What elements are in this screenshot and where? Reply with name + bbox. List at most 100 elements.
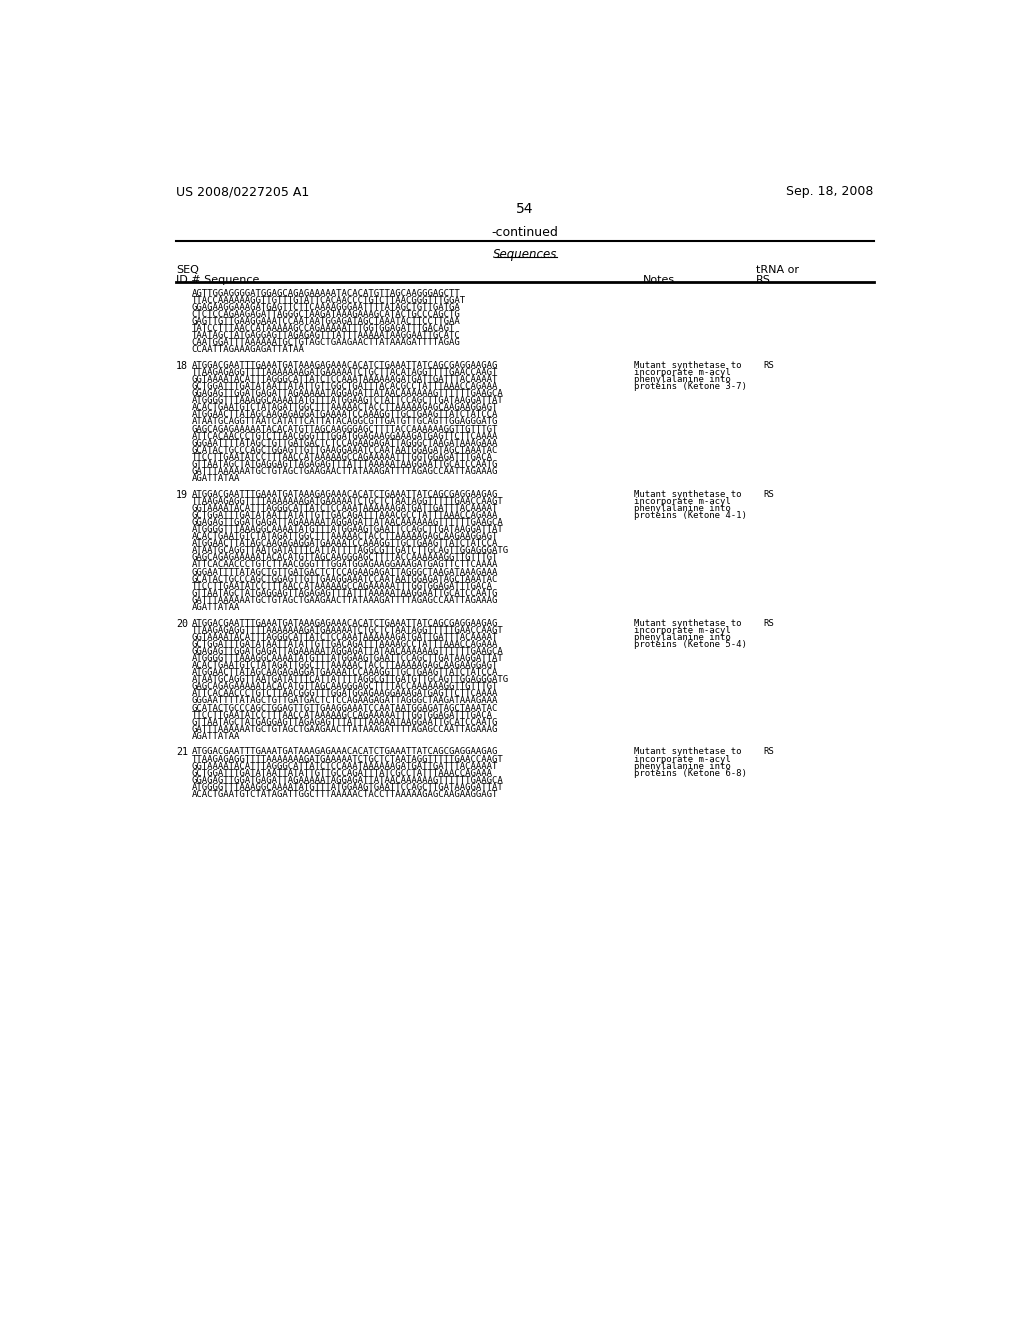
Text: GAGCAGAGAAAAATACACATGTTAGCAAGGGAGCTTTTACCAAAAAAGGTTGTTTGT: GAGCAGAGAAAAATACACATGTTAGCAAGGGAGCTTTTAC…: [191, 682, 498, 692]
Text: 18: 18: [176, 360, 188, 371]
Text: ATAATGCAGGTTAATGATATTTCATTATTTTAGGCGTTGATGTTGCAGTTGGAGGGATG: ATAATGCAGGTTAATGATATTTCATTATTTTAGGCGTTGA…: [191, 676, 509, 684]
Text: TATCCTTTAACCATAAAAAGCCAGAAAAATTTGGTGGAGATTTGACAGT: TATCCTTTAACCATAAAAAGCCAGAAAAATTTGGTGGAGA…: [191, 323, 455, 333]
Text: proteins (Ketone 5-4): proteins (Ketone 5-4): [634, 640, 746, 649]
Text: 20: 20: [176, 619, 188, 628]
Text: ATGGGGTTTAAAGGCAAAATATGTTTATGGAAGTGAATTCCAGCTTGATAAGGATTAT: ATGGGGTTTAAAGGCAAAATATGTTTATGGAAGTGAATTC…: [191, 525, 504, 535]
Text: CTCTCCAGAAGAGATTAGGGCTAAGATAAAGAAAGCATACTGCCCAGCTG: CTCTCCAGAAGAGATTAGGGCTAAGATAAAGAAAGCATAC…: [191, 310, 461, 319]
Text: GGTAAAATACATTTAGGGCATTATCTCCAAATAAAAAAGATGATTGATTTACAAAAT: GGTAAAATACATTTAGGGCATTATCTCCAAATAAAAAAGA…: [191, 632, 498, 642]
Text: GGGAATTTTATAGCTGTTGATGACTCTCCAGAAGAGATTAGGGCTAAGATAAAGAAA: GGGAATTTTATAGCTGTTGATGACTCTCCAGAAGAGATTA…: [191, 568, 498, 577]
Text: GCATACTGCCCAGCTGGAGTTGTTGAAGGAAATCCAATAATGGAGATAGCTAAATAC: GCATACTGCCCAGCTGGAGTTGTTGAAGGAAATCCAATAA…: [191, 574, 498, 583]
Text: RS: RS: [764, 490, 774, 499]
Text: ATGGAACTTATAGCAAGAGAGGATGAAAATCCAAAGGTTGCTGAAGTTATCTATCCA: ATGGAACTTATAGCAAGAGAGGATGAAAATCCAAAGGTTG…: [191, 411, 498, 420]
Text: GCTGGATTTGATATAATTATATTGTTGACAGATTTAAACGCCTATTTAAACCAGAAA: GCTGGATTTGATATAATTATATTGTTGACAGATTTAAACG…: [191, 511, 498, 520]
Text: tRNA or: tRNA or: [756, 265, 799, 276]
Text: GGTAAAATACATTTAGGGCATTATCTCCAAATAAAAAAGATGATTGATTTACAAAAT: GGTAAAATACATTTAGGGCATTATCTCCAAATAAAAAAGA…: [191, 375, 498, 384]
Text: GGAGAGTTGGATGAGATTAGAAAAATAGGAGATTATAACAAAAAAGTTTTTTGAAGCA: GGAGAGTTGGATGAGATTAGAAAAATAGGAGATTATAACA…: [191, 517, 504, 527]
Text: Mutant synthetase to: Mutant synthetase to: [634, 490, 741, 499]
Text: Sequences: Sequences: [493, 248, 557, 261]
Text: incorporate m-acyl: incorporate m-acyl: [634, 755, 731, 763]
Text: GAGCAGAGAAAAATACACATGTTAGCAAGGGAGCTTTTACCAAAAAAGGTTGTTTGT: GAGCAGAGAAAAATACACATGTTAGCAAGGGAGCTTTTAC…: [191, 425, 498, 433]
Text: GATTTAAAAAATGCTGTAGCTGAAGAACTTATAAAGATTTTAGAGCCAATTAGAAAG: GATTTAAAAAATGCTGTAGCTGAAGAACTTATAAAGATTT…: [191, 725, 498, 734]
Text: Mutant synthetase to: Mutant synthetase to: [634, 747, 741, 756]
Text: GCTGGATTTGATATAATTATATTGTTGACAGATTTAAAAGCCTATTTAAACCAGAAA: GCTGGATTTGATATAATTATATTGTTGACAGATTTAAAAG…: [191, 640, 498, 649]
Text: TTCCTTGAATATCCTTTAACCATAAAAAGCCAGAAAAATTTGGTGGAGATTTGACA: TTCCTTGAATATCCTTTAACCATAAAAAGCCAGAAAAATT…: [191, 582, 493, 591]
Text: AGATTATAA: AGATTATAA: [191, 731, 240, 741]
Text: TTAAGAGAGGTTTTAAAAAAAGATGAAAAATCTGCTCTAATAGGTTTTTGAACCAAGT: TTAAGAGAGGTTTTAAAAAAAGATGAAAAATCTGCTCTAA…: [191, 626, 504, 635]
Text: GGAGAGTTGGATGAGATTAGAAAAATAGGAGATTATAACAAAAAAGTTTTTTGAAGCA: GGAGAGTTGGATGAGATTAGAAAAATAGGAGATTATAACA…: [191, 389, 504, 399]
Text: GGAGAGTTGGATGAGATTAGAAAAATAGGAGATTATAACAAAAAAGTTTTTTGAAGCA: GGAGAGTTGGATGAGATTAGAAAAATAGGAGATTATAACA…: [191, 647, 504, 656]
Text: TTAAGAGAGGTTTTAAAAAAAGATGAAAAATCTGCTCTAATAGGTTTTTGAACCAAGT: TTAAGAGAGGTTTTAAAAAAAGATGAAAAATCTGCTCTAA…: [191, 496, 504, 506]
Text: ACACTGAATGTCTATAGATTGGCTTTAAAAACTACCTTAAAAAGAGCAAGAAGGAGT: ACACTGAATGTCTATAGATTGGCTTTAAAAACTACCTTAA…: [191, 661, 498, 671]
Text: CCAATTAGAAAGAGATTATAA: CCAATTAGAAAGAGATTATAA: [191, 346, 304, 354]
Text: Sep. 18, 2008: Sep. 18, 2008: [786, 185, 873, 198]
Text: ATGGGGTTTAAAGGCAAAATATGTTTATGGAAGTGAATTCCAGCTTGATAAGGATTAT: ATGGGGTTTAAAGGCAAAATATGTTTATGGAAGTGAATTC…: [191, 783, 504, 792]
Text: -continued: -continued: [492, 226, 558, 239]
Text: AGATTATAA: AGATTATAA: [191, 474, 240, 483]
Text: ACACTGAATGTCTATAGATTGGCTTTAAAAACTACCTTAAAAAGAGCAAGAAGGAGT: ACACTGAATGTCTATAGATTGGCTTTAAAAACTACCTTAA…: [191, 532, 498, 541]
Text: US 2008/0227205 A1: US 2008/0227205 A1: [176, 185, 309, 198]
Text: phenylalanine into: phenylalanine into: [634, 375, 731, 384]
Text: Mutant synthetase to: Mutant synthetase to: [634, 360, 741, 370]
Text: GGGAATTTTATAGCTGTTGATGACTCTCCAGAAGAGATTAGGGCTAAGATAAAGAAA: GGGAATTTTATAGCTGTTGATGACTCTCCAGAAGAGATTA…: [191, 697, 498, 705]
Text: 19: 19: [176, 490, 188, 500]
Text: GATTTAAAAAATGCTGTAGCTGAAGAACTTATAAAGATTTTAGAGCCAATTAGAAAG: GATTTAAAAAATGCTGTAGCTGAAGAACTTATAAAGATTT…: [191, 467, 498, 477]
Text: incorporate m-acyl: incorporate m-acyl: [634, 496, 731, 506]
Text: ATGGGGTTTAAAGGCAAAATATGTTTATGGAAGTCTATTCCAGCTTGATAAGGATTAT: ATGGGGTTTAAAGGCAAAATATGTTTATGGAAGTCTATTC…: [191, 396, 504, 405]
Text: phenylalanine into: phenylalanine into: [634, 762, 731, 771]
Text: RS: RS: [764, 619, 774, 627]
Text: AGTTGGAGGGGATGGAGCAGAGAAAAATACACATGTTAGCAAGGGAGCTT: AGTTGGAGGGGATGGAGCAGAGAAAAATACACATGTTAGC…: [191, 289, 461, 297]
Text: ID # Sequence: ID # Sequence: [176, 275, 259, 285]
Text: ATTCACAACCCTGTCTTAACGGGTTTGGATGGAGAAGGAAAGATGAGTTCTTCAAAA: ATTCACAACCCTGTCTTAACGGGTTTGGATGGAGAAGGAA…: [191, 432, 498, 441]
Text: GGGAATTTTATAGCTGTTGATGACTCTCCAGAAGAGATTAGGGCTAAGATAAAGAAA: GGGAATTTTATAGCTGTTGATGACTCTCCAGAAGAGATTA…: [191, 438, 498, 447]
Text: 54: 54: [516, 202, 534, 216]
Text: TTAAGAGAGGTTTTAAAAAAAGATGAAAAATCTGCTTACATAGGTTTTGAACCAAGT: TTAAGAGAGGTTTTAAAAAAAGATGAAAAATCTGCTTACA…: [191, 368, 498, 376]
Text: proteins (Ketone 6-8): proteins (Ketone 6-8): [634, 768, 746, 777]
Text: GCATACTGCCCAGCTGGAGTTGTTGAAGGAAATCCAATAATGGAGATAGCTAAATAC: GCATACTGCCCAGCTGGAGTTGTTGAAGGAAATCCAATAA…: [191, 446, 498, 455]
Text: phenylalanine into: phenylalanine into: [634, 632, 731, 642]
Text: ATGGGGTTTAAAGGCAAAATATGTTTATGGAAGTGAATTCCAGCTTGATAAGGATTAT: ATGGGGTTTAAAGGCAAAATATGTTTATGGAAGTGAATTC…: [191, 653, 504, 663]
Text: CAATGGATTTAAAAAATGCTGTAGCTGAAGAACTTATAAAGATTTTAGAG: CAATGGATTTAAAAAATGCTGTAGCTGAAGAACTTATAAA…: [191, 338, 461, 347]
Text: TTACCAAAAAAGGTTGTTTGTATTCACAACCCTGTCTTAACGGGTTTGGAT: TTACCAAAAAAGGTTGTTTGTATTCACAACCCTGTCTTAA…: [191, 296, 466, 305]
Text: ATGGACGAATTTGAAATGATAAAGAGAAACACATCTGAAATTATCAGCGAGGAAGAG: ATGGACGAATTTGAAATGATAAAGAGAAACACATCTGAAA…: [191, 490, 498, 499]
Text: incorporate m-acyl: incorporate m-acyl: [634, 626, 731, 635]
Text: ATGGAACTTATAGCAAGAGAGGATGAAAATCCAAAGGTTGCTGAAGTTATCTATCCA: ATGGAACTTATAGCAAGAGAGGATGAAAATCCAAAGGTTG…: [191, 540, 498, 548]
Text: GGTAAAATACATTTAGGGCATTATCTCCAAATAAAAAAGATGATTGATTTACAAAAT: GGTAAAATACATTTAGGGCATTATCTCCAAATAAAAAAGA…: [191, 762, 498, 771]
Text: GCTGGATTTGATATAATTATATTGTTGGCTGATTTACACGCCTATTTAAACCAGAAA: GCTGGATTTGATATAATTATATTGTTGGCTGATTTACACG…: [191, 381, 498, 391]
Text: GCATACTGCCCAGCTGGAGTTGTTGAAGGAAATCCAATAATGGAGATAGCTAAATAC: GCATACTGCCCAGCTGGAGTTGTTGAAGGAAATCCAATAA…: [191, 704, 498, 713]
Text: RS: RS: [764, 747, 774, 756]
Text: GATTTAAAAAATGCTGTAGCTGAAGAACTTATAAAGATTTTAGAGCCAATTAGAAAG: GATTTAAAAAATGCTGTAGCTGAAGAACTTATAAAGATTT…: [191, 595, 498, 605]
Text: proteins (Ketone 4-1): proteins (Ketone 4-1): [634, 511, 746, 520]
Text: ATGGACGAATTTGAAATGATAAAGAGAAACACATCTGAAATTATCAGCGAGGAAGAG: ATGGACGAATTTGAAATGATAAAGAGAAACACATCTGAAA…: [191, 360, 498, 370]
Text: GTTAATAGCTATGAGGAGTTAGAGAGTTTATTTAAAAATAAGGAATTGCATCCAATG: GTTAATAGCTATGAGGAGTTAGAGAGTTTATTTAAAAATA…: [191, 589, 498, 598]
Text: TTCCTTGAATATCCTTTAACCATAAAAAGCCAGAAAAATTTGGTGGAGATTTGACA: TTCCTTGAATATCCTTTAACCATAAAAAGCCAGAAAAATT…: [191, 453, 493, 462]
Text: GGAGAAGGAAAGATGAGTTCTTCAAAAGGGAATTTTATAGCTGTTGATGA: GGAGAAGGAAAGATGAGTTCTTCAAAAGGGAATTTTATAG…: [191, 302, 461, 312]
Text: phenylalanine into: phenylalanine into: [634, 504, 731, 513]
Text: GAGTTGTTGAAGGAAATCCAATAATGGAGATAGCTAAATACTTCCTTGAA: GAGTTGTTGAAGGAAATCCAATAATGGAGATAGCTAAATA…: [191, 317, 461, 326]
Text: Notes: Notes: [643, 275, 676, 285]
Text: GGTAAAATACATTTAGGGCATTATCTCCAAATAAAAAAGATGATTGATTTACAAAAT: GGTAAAATACATTTAGGGCATTATCTCCAAATAAAAAAGA…: [191, 504, 498, 513]
Text: ATTCACAACCCTGTCTTAACGGGTTTGGATGGAGAAGGAAAGATGAGTTCTTCAAAA: ATTCACAACCCTGTCTTAACGGGTTTGGATGGAGAAGGAA…: [191, 689, 498, 698]
Text: ACACTGAATGTCTATAGATTGGCTTTAAAAACTACCTTAAAAAGAGCAAGAAGGAGT: ACACTGAATGTCTATAGATTGGCTTTAAAAACTACCTTAA…: [191, 789, 498, 799]
Text: TTAAGAGAGGTTTTAAAAAAAGATGAAAAATCTGCTCTAATAGGTTTTTGAACCAAGT: TTAAGAGAGGTTTTAAAAAAAGATGAAAAATCTGCTCTAA…: [191, 755, 504, 763]
Text: SEQ: SEQ: [176, 265, 199, 276]
Text: GTTAATAGCTATGAGGAGTTAGAGAGTTTATTTAAAAATAAGGAATTGCATCCAATG: GTTAATAGCTATGAGGAGTTAGAGAGTTTATTTAAAAATA…: [191, 459, 498, 469]
Text: ATGGACGAATTTGAAATGATAAAGAGAAACACATCTGAAATTATCAGCGAGGAAGAG: ATGGACGAATTTGAAATGATAAAGAGAAACACATCTGAAA…: [191, 619, 498, 627]
Text: ATAATGCAGGTTAATCATATTCATTATACAGGCGTTGATGTTGCAGTTGGAGGGATG: ATAATGCAGGTTAATCATATTCATTATACAGGCGTTGATG…: [191, 417, 498, 426]
Text: TAATAGCTATGAGGAGTTAGAGAGTTTATTTAAAAATAAGGAATTGCATC: TAATAGCTATGAGGAGTTAGAGAGTTTATTTAAAAATAAG…: [191, 331, 461, 341]
Text: ACACTGAATGTCTATAGATTGGCTTTAAAAACTACCTTAAAAAGAGCAAGAAGGAGT: ACACTGAATGTCTATAGATTGGCTTTAAAAACTACCTTAA…: [191, 404, 498, 412]
Text: proteins (Ketone 3-7): proteins (Ketone 3-7): [634, 381, 746, 391]
Text: ATAATGCAGGTTAATGATATTTCATTATTTTAGGCGTTGATCTTGCAGTTGGAGGGATG: ATAATGCAGGTTAATGATATTTCATTATTTTAGGCGTTGA…: [191, 546, 509, 556]
Text: incorporate m-acyl: incorporate m-acyl: [634, 368, 731, 376]
Text: ATTCACAACCCTGTCTTAACGGGTTTGGATGGAGAAGGAAAGATGAGTTCTTCAAAA: ATTCACAACCCTGTCTTAACGGGTTTGGATGGAGAAGGAA…: [191, 561, 498, 569]
Text: GAGCAGAGAAAAATACACATGTTAGCAAGGGAGCTTTTACCAAAAAAGGTTGTTTGT: GAGCAGAGAAAAATACACATGTTAGCAAGGGAGCTTTTAC…: [191, 553, 498, 562]
Text: GGAGAGTTGGATGAGATTAGAAAAATAGGAGATTATAACAAAAAAGTTTTTTGAAGCA: GGAGAGTTGGATGAGATTAGAAAAATAGGAGATTATAACA…: [191, 776, 504, 785]
Text: ATGGACGAATTTGAAATGATAAAGAGAAACACATCTGAAATTATCAGCGAGGAAGAG: ATGGACGAATTTGAAATGATAAAGAGAAACACATCTGAAA…: [191, 747, 498, 756]
Text: TTCCTTGAATATCCTTTAACCATAAAAAGCCAGAAAAATTTGGTGGAGATTTGACA: TTCCTTGAATATCCTTTAACCATAAAAAGCCAGAAAAATT…: [191, 710, 493, 719]
Text: RS: RS: [756, 275, 771, 285]
Text: AGATTATAA: AGATTATAA: [191, 603, 240, 612]
Text: ATGGAACTTATAGCAAGAGAGGATGAAAATCCAAAGGTTGCTGAAGTTATCTATCCA: ATGGAACTTATAGCAAGAGAGGATGAAAATCCAAAGGTTG…: [191, 668, 498, 677]
Text: Mutant synthetase to: Mutant synthetase to: [634, 619, 741, 627]
Text: GCTGGATTTGATATAATTATATTGTTGCCAGATTTATCGCCTATTTAAACCAGAAA: GCTGGATTTGATATAATTATATTGTTGCCAGATTTATCGC…: [191, 768, 493, 777]
Text: GTTAATAGCTATGAGGAGTTAGAGAGTTTATTTAAAAATAAGGAATTGCATCCAATG: GTTAATAGCTATGAGGAGTTAGAGAGTTTATTTAAAAATA…: [191, 718, 498, 727]
Text: 21: 21: [176, 747, 188, 758]
